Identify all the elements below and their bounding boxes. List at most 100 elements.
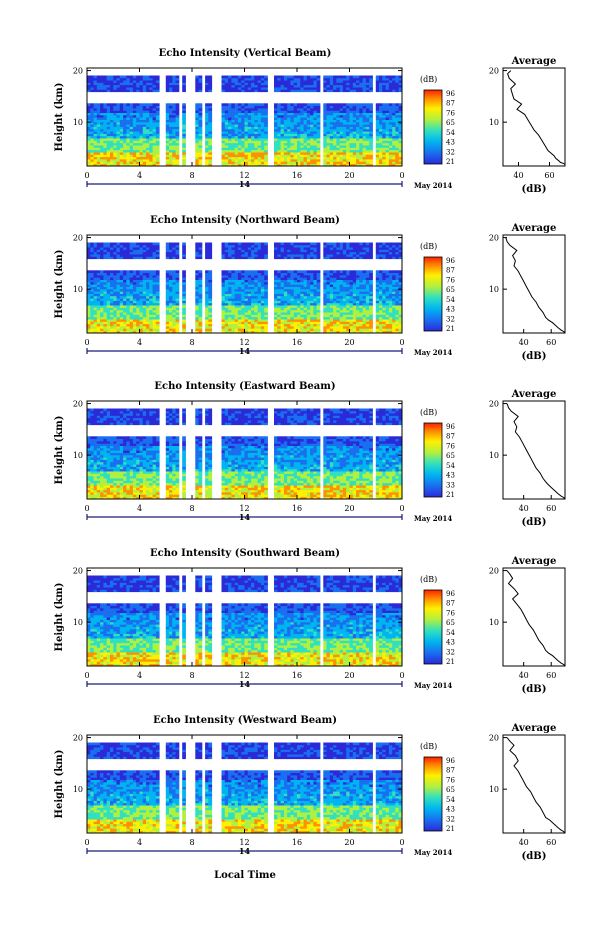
heatmap-cell [287,105,291,109]
heatmap-cell [346,152,350,155]
heatmap-cell [87,295,91,299]
x-tick-label: 4 [137,171,142,180]
heatmap-cell [139,256,144,260]
heatmap-cell [234,312,239,315]
heatmap-cell [103,242,108,246]
heatmap-cell [96,114,101,118]
heatmap-cell [290,305,295,308]
heatmap-cell [385,110,390,113]
heatmap-cell [116,108,121,111]
heatmap-cell [169,131,173,134]
heatmap-cell [205,314,209,318]
heatmap-cell [182,124,186,127]
heatmap-cell [132,126,137,130]
heatmap-cell [205,105,209,109]
heatmap-cell [323,77,327,81]
heatmap-cell [329,249,334,253]
heatmap-cell [251,77,255,81]
heatmap-cell [310,161,314,165]
heatmap-cell [175,247,180,250]
heatmap-cell [96,295,101,299]
heatmap-cell [195,108,199,111]
heatmap-cell [110,279,114,283]
heatmap-cell [169,272,173,276]
heatmap-cell [293,80,298,83]
heatmap-cell [349,89,354,93]
heatmap-cell [241,142,245,146]
heatmap-cell [382,154,386,158]
heatmap-cell [175,286,180,290]
heatmap-cell [165,247,170,250]
heatmap-cell [221,272,226,276]
heatmap-cell [316,293,321,297]
heatmap-cell [260,326,265,329]
heatmap-cell [398,156,403,160]
heatmap-cell [172,131,176,134]
heatmap-cell [142,142,147,146]
heatmap-cell [290,105,295,109]
heatmap-cell [146,161,150,165]
heatmap-cell [254,147,258,151]
heatmap-cell [244,314,249,318]
heatmap-cell [136,284,140,287]
heatmap-cell [329,135,334,139]
heatmap-cell [113,319,117,322]
heatmap-cell [224,80,229,83]
heatmap-cell [103,328,108,332]
heatmap-cell [113,251,117,255]
heatmap-cell [116,124,121,127]
heatmap-cell [280,105,285,109]
heatmap-cell [93,300,98,304]
heatmap-cell [139,163,144,167]
heatmap-cell [231,312,236,315]
heatmap-cell [290,277,295,280]
heatmap-cell [303,323,308,327]
heatmap-cell [231,319,236,322]
heatmap-cell [326,159,331,162]
heatmap-cell [283,75,288,79]
heatmap-cell [300,249,304,253]
heatmap-cell [142,247,147,250]
heatmap-cell [251,75,255,79]
heatmap-cell [93,270,98,273]
heatmap-cell [119,147,124,151]
heatmap-cell [110,156,114,160]
heatmap-cell [234,251,239,255]
heatmap-cell [195,316,199,320]
heatmap-cell [136,270,140,273]
heatmap-cell [234,275,239,278]
heatmap-cell [326,119,331,123]
heatmap-cell [132,314,137,318]
heatmap-cell [264,291,268,294]
heatmap-cell [93,286,98,290]
heatmap-cell [316,126,321,130]
heatmap-cell [123,244,127,248]
heatmap-cell [365,77,370,81]
heatmap-cell [234,84,239,88]
heatmap-cell [369,75,373,79]
heatmap-cell [103,145,108,148]
heatmap-cell [329,80,334,83]
heatmap-cell [274,286,278,290]
heatmap-cell [251,288,255,292]
heatmap-cell [100,288,104,292]
heatmap-cell [329,156,334,160]
heatmap-cell [356,82,360,86]
heatmap-cell [90,305,94,308]
heatmap-cell [132,77,137,81]
heatmap-cell [369,147,373,151]
heatmap-cell [241,275,245,278]
heatmap-cell [195,275,199,278]
heatmap-cell [251,323,255,327]
heatmap-cell [300,277,304,280]
heatmap-cell [323,75,327,79]
heatmap-cell [129,319,134,322]
heatmap-cell [123,247,127,250]
heatmap-cell [283,321,288,325]
heatmap-cell [116,254,121,257]
heatmap-cell [310,128,314,132]
heatmap-cell [149,326,153,329]
heatmap-cell [221,254,226,257]
heatmap-cell [359,80,363,83]
heatmap-cell [116,316,121,320]
